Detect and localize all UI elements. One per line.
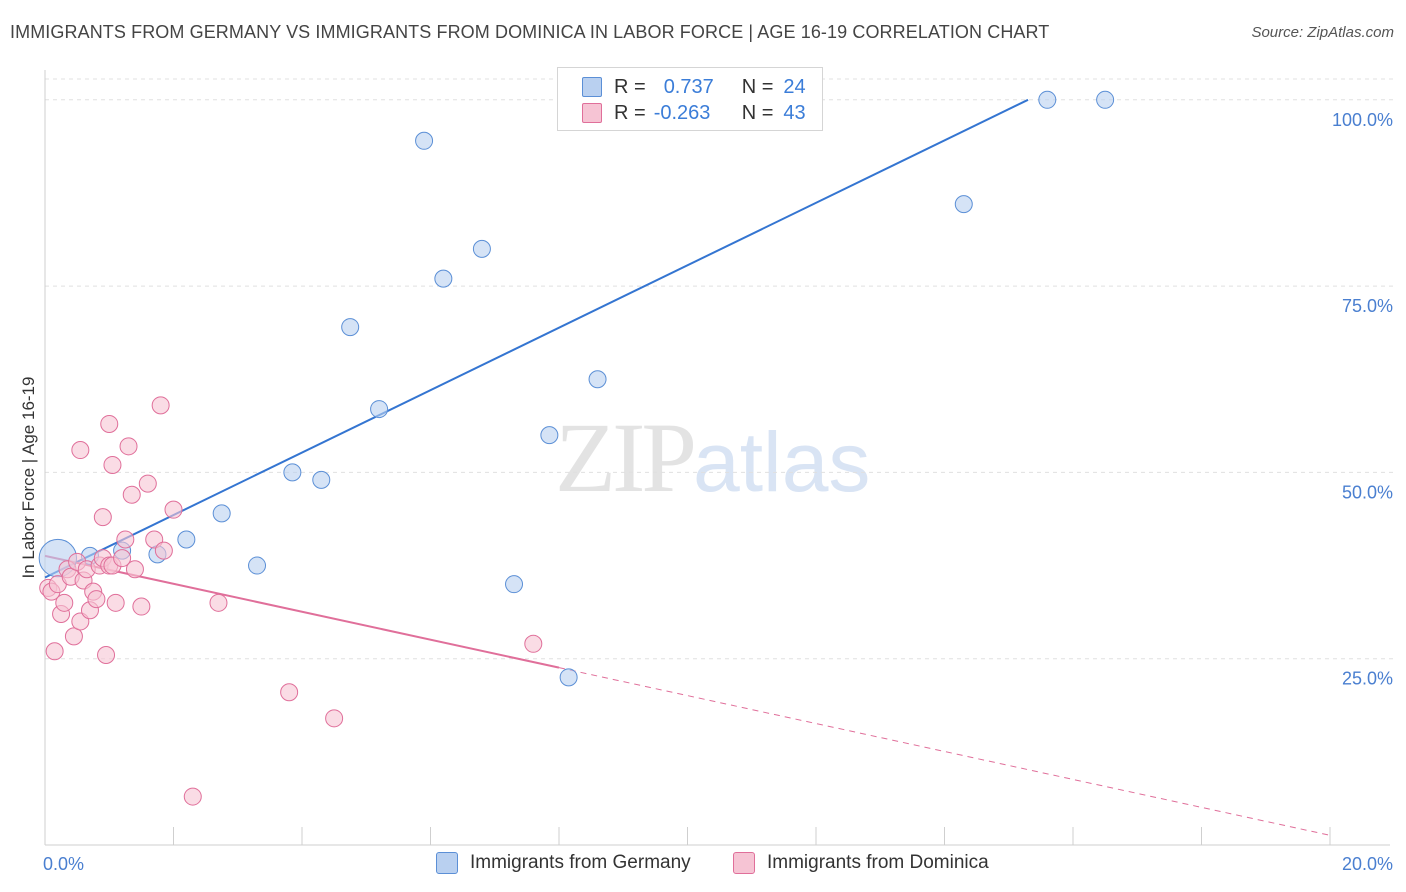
data-point-dominica-40 [325, 709, 344, 728]
x-tick-label-max: 20.0% [1342, 854, 1393, 874]
data-point-dominica-23 [106, 593, 125, 612]
dominica-n-value: 43 [783, 101, 806, 124]
data-point-dominica-35 [154, 541, 173, 560]
dominica-swatch [582, 103, 602, 123]
data-point-dominica-41 [524, 634, 543, 653]
watermark-atlas: atlas [693, 415, 871, 509]
data-point-dominica-38 [209, 593, 228, 612]
trend-layer [44, 98, 1331, 836]
data-point-germany-15 [540, 426, 559, 445]
y-tick-label-100: 100.0% [1332, 110, 1393, 130]
chart-title: IMMIGRANTS FROM GERMANY VS IMMIGRANTS FR… [10, 22, 1050, 42]
data-point-germany-22 [1038, 90, 1057, 109]
data-point-germany-13 [472, 239, 491, 258]
germany-legend-label: Immigrants from Germany [470, 852, 691, 873]
data-point-dominica-25 [103, 455, 122, 474]
data-point-germany-10 [370, 400, 389, 419]
data-point-dominica-34 [151, 396, 170, 415]
dominica-legend-label: Immigrants from Dominica [767, 852, 989, 873]
data-point-dominica-24 [100, 414, 119, 433]
dominica-r-label: R = [614, 101, 646, 124]
data-point-dominica-28 [116, 530, 135, 549]
data-point-dominica-37 [183, 787, 202, 806]
data-point-dominica-27 [119, 437, 138, 456]
axis-layer [44, 70, 1390, 846]
x-tick-label-min: 0.0% [43, 854, 84, 874]
germany-r-value: 0.737 [663, 75, 714, 98]
data-point-germany-16 [559, 668, 578, 687]
dominica-r-value: -0.263 [653, 101, 711, 124]
trend-line-germany [44, 98, 1029, 579]
data-point-germany-21 [954, 195, 973, 214]
y-tick-label-75: 75.0% [1342, 296, 1393, 316]
data-point-dominica-22 [93, 508, 112, 527]
data-point-germany-7 [283, 463, 302, 482]
trend-line-dominica [44, 554, 560, 669]
data-point-germany-17 [588, 370, 607, 389]
data-point-dominica-16 [87, 590, 106, 609]
source-credit: Source: ZipAtlas.com [1251, 24, 1394, 41]
dominica-n-label: N = [741, 101, 774, 124]
germany-legend-swatch [436, 852, 458, 874]
y-tick-label-25: 25.0% [1342, 669, 1393, 689]
dominica-legend-swatch [733, 852, 755, 874]
data-point-dominica-5 [55, 593, 74, 612]
germany-r-label: R = [614, 75, 646, 98]
data-point-germany-23 [1096, 90, 1115, 109]
data-point-germany-5 [212, 504, 231, 523]
series-legend-germany: Immigrants from Germany [436, 852, 691, 874]
trend-line-extension-dominica [558, 667, 1331, 836]
data-point-dominica-19 [97, 645, 116, 664]
data-point-germany-12 [434, 269, 453, 288]
germany-n-value: 24 [783, 75, 806, 98]
data-point-germany-4 [177, 530, 196, 549]
data-point-dominica-13 [71, 441, 90, 460]
data-point-dominica-2 [45, 642, 64, 661]
data-point-dominica-36 [164, 500, 183, 519]
data-point-germany-6 [248, 556, 267, 575]
data-point-dominica-29 [122, 485, 141, 504]
data-point-germany-11 [415, 131, 434, 150]
label-layer: 25.0% 50.0% 75.0% 100.0% 0.0% 20.0% In Labor F… [19, 110, 1393, 874]
y-tick-label-50: 50.0% [1342, 482, 1393, 502]
data-point-dominica-32 [138, 474, 157, 493]
watermark-zip: ZIP [555, 402, 697, 513]
correlation-legend: R = 0.737 N = 24 R = -0.263 N = 43 [557, 67, 823, 131]
germany-n-label: N = [741, 75, 774, 98]
watermark: ZIPatlas [555, 400, 870, 515]
data-point-germany-14 [505, 575, 524, 594]
data-point-dominica-31 [132, 597, 151, 616]
y-axis-title: In Labor Force | Age 16-19 [19, 377, 38, 579]
data-point-germany-8 [312, 470, 331, 489]
germany-swatch [582, 77, 602, 97]
grid-layer [45, 78, 1395, 660]
legend-row-dominica: R = -0.263 N = 43 [582, 100, 806, 126]
legend-row-germany: R = 0.737 N = 24 [582, 74, 806, 100]
series-legend-dominica: Immigrants from Dominica [733, 852, 989, 874]
data-point-dominica-8 [64, 627, 83, 646]
data-point-dominica-30 [125, 560, 144, 579]
points-layer [38, 90, 1115, 806]
data-point-germany-9 [341, 318, 360, 337]
data-point-dominica-26 [113, 549, 132, 568]
data-point-dominica-39 [280, 683, 299, 702]
